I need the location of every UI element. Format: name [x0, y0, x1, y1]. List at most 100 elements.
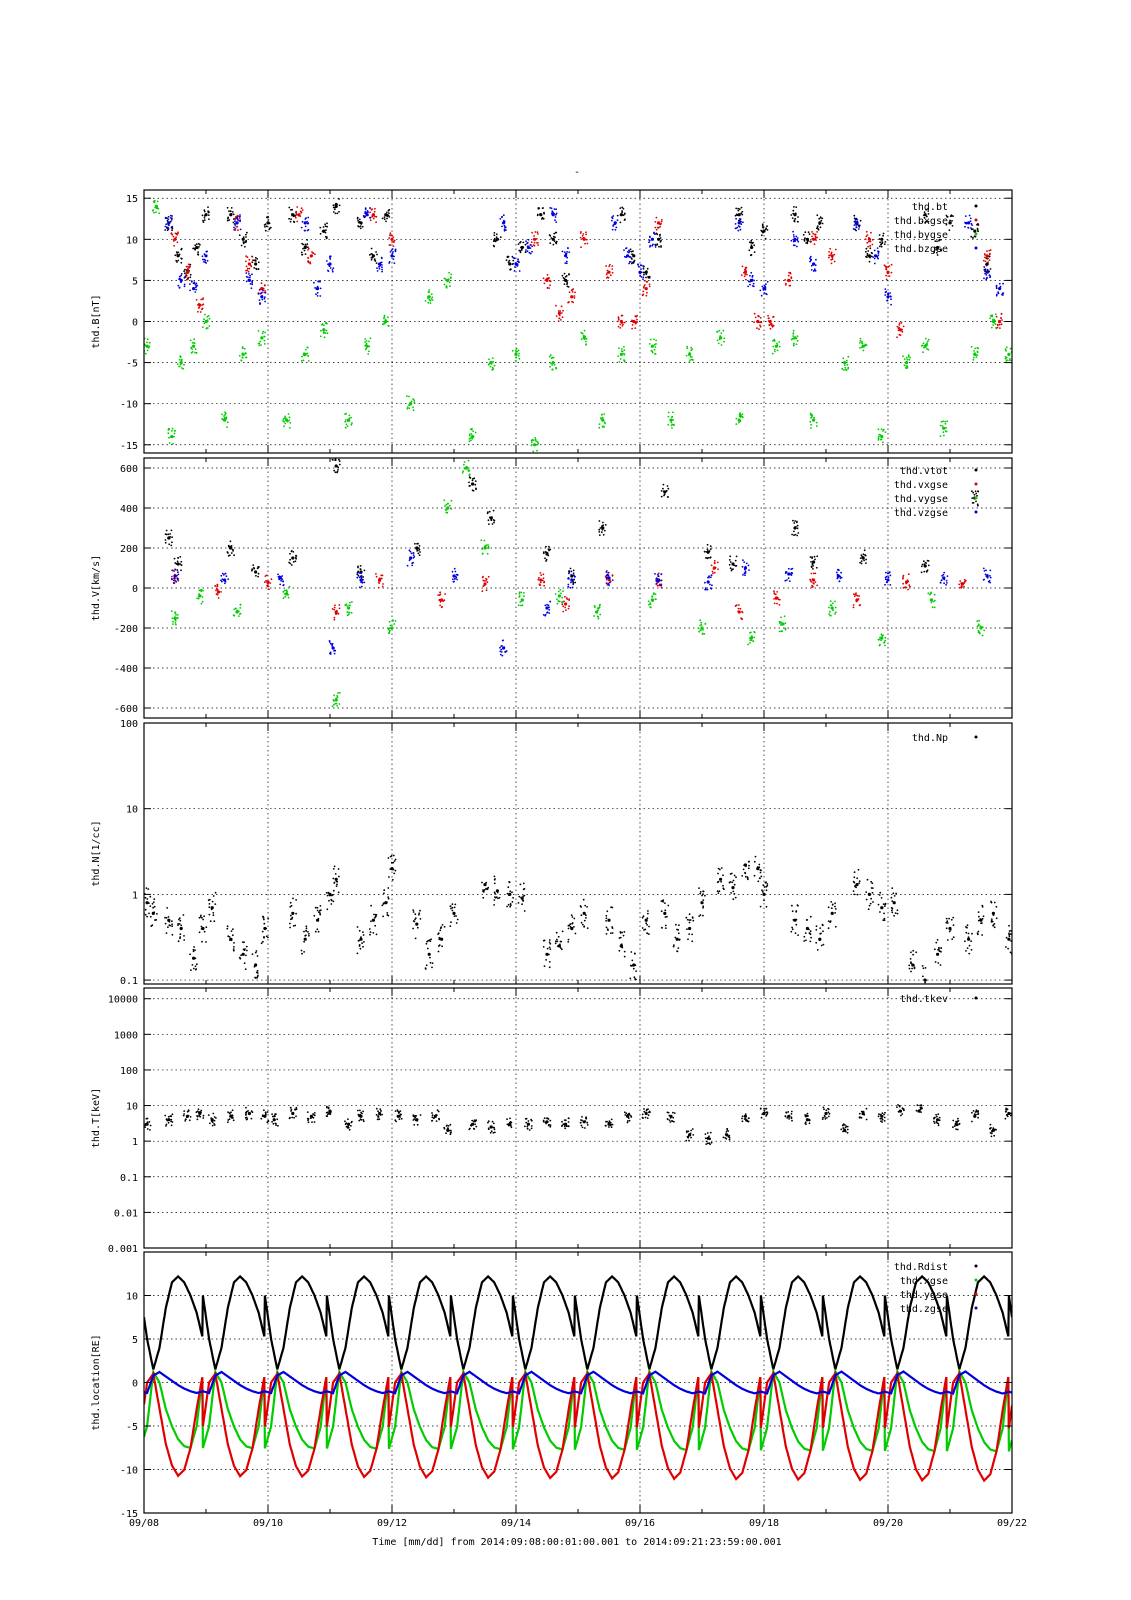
data-point-sample: [551, 213, 554, 216]
data-point-sample: [326, 322, 328, 325]
data-point-sample: [966, 947, 969, 949]
data-point-sample: [811, 557, 813, 559]
data-point-sample: [939, 424, 942, 427]
data-point-sample: [563, 1119, 566, 1121]
data-point-sample: [500, 645, 503, 647]
data-point-sample: [812, 582, 815, 585]
data-point-sample: [567, 286, 570, 288]
data-point-sample: [425, 964, 428, 967]
data-point-sample: [201, 916, 203, 919]
data-point: [663, 911, 667, 916]
data-point-sample: [254, 977, 257, 979]
data-point-sample: [795, 910, 798, 912]
data-point-sample: [706, 588, 709, 591]
data-point-sample: [318, 911, 320, 914]
data-point-sample: [856, 218, 858, 221]
data-point-sample: [241, 238, 244, 240]
data-point-sample: [437, 945, 440, 947]
data-point-sample: [332, 211, 335, 213]
data-point-sample: [711, 570, 714, 573]
data-point-sample: [523, 894, 526, 897]
data-point-sample: [865, 562, 867, 564]
data-point-sample: [995, 905, 998, 908]
data-point: [607, 918, 611, 922]
data-point-sample: [523, 592, 525, 594]
data-point-sample: [784, 579, 787, 582]
data-point-sample: [573, 926, 575, 928]
data-point: [533, 443, 537, 447]
data-point-sample: [673, 1120, 675, 1123]
data-point-sample: [784, 628, 787, 631]
data-point-sample: [388, 216, 391, 218]
data-point-sample: [416, 542, 418, 545]
data-point-sample: [507, 261, 510, 263]
data-point-sample: [186, 1116, 188, 1119]
data-point-sample: [359, 947, 362, 950]
data-point-sample: [745, 865, 747, 868]
data-point-sample: [521, 903, 523, 906]
data-point-sample: [456, 574, 459, 576]
data-point-sample: [338, 691, 341, 694]
data-point-sample: [933, 606, 936, 609]
data-point-sample: [611, 271, 614, 274]
data-point: [967, 937, 971, 941]
data-point-sample: [202, 1114, 205, 1117]
data-point-sample: [333, 694, 335, 697]
data-point-sample: [983, 570, 986, 572]
data-point-sample: [655, 598, 657, 600]
data-point-sample: [283, 420, 285, 423]
data-point-sample: [331, 270, 334, 273]
data-point-sample: [699, 619, 702, 622]
data-point-sample: [450, 273, 453, 276]
data-point-sample: [548, 946, 551, 949]
data-point-sample: [332, 206, 335, 209]
data-point-sample: [306, 1111, 309, 1113]
data-point-sample: [666, 1118, 669, 1120]
data-point-sample: [784, 279, 786, 281]
data-point-sample: [236, 218, 239, 221]
data-point-sample: [215, 589, 217, 592]
data-point-sample: [922, 991, 924, 993]
data-point-sample: [489, 1131, 492, 1134]
data-point-sample: [202, 221, 205, 224]
data-point-sample: [338, 204, 341, 207]
data-point-sample: [249, 276, 251, 279]
data-point: [700, 901, 704, 905]
data-point-sample: [265, 927, 268, 930]
data-point-sample: [411, 564, 414, 567]
data-point-sample: [748, 864, 750, 867]
data-point-sample: [493, 904, 495, 906]
data-point-sample: [532, 450, 535, 453]
data-point-sample: [362, 945, 364, 948]
data-point-sample: [387, 857, 390, 859]
data-point-sample: [882, 903, 885, 905]
data-point-sample: [596, 615, 599, 618]
data-point-sample: [561, 316, 564, 319]
data-point-sample: [468, 474, 471, 477]
data-point: [235, 221, 239, 225]
data-point-sample: [604, 524, 607, 526]
data-point-sample: [637, 265, 640, 268]
data-point-sample: [228, 1118, 231, 1121]
data-point-sample: [643, 273, 645, 276]
data-point-sample: [744, 574, 746, 577]
data-point-sample: [759, 905, 762, 908]
data-point-sample: [379, 580, 382, 582]
data-point-sample: [612, 215, 615, 217]
data-point-sample: [677, 932, 680, 935]
data-point-sample: [643, 271, 646, 274]
data-point-sample: [697, 627, 700, 630]
data-point-sample: [922, 342, 925, 345]
data-point-sample: [648, 1110, 651, 1113]
data-point-sample: [263, 335, 266, 338]
data-point-sample: [927, 338, 930, 341]
series-thd.vzgse: [170, 549, 992, 657]
data-point-sample: [563, 600, 565, 603]
data-point-sample: [859, 337, 862, 340]
data-point-sample: [608, 1126, 610, 1128]
data-point-sample: [803, 240, 806, 242]
data-point-sample: [580, 914, 583, 917]
data-point-sample: [151, 209, 154, 212]
data-point-sample: [263, 284, 266, 287]
data-point-sample: [524, 1125, 526, 1128]
